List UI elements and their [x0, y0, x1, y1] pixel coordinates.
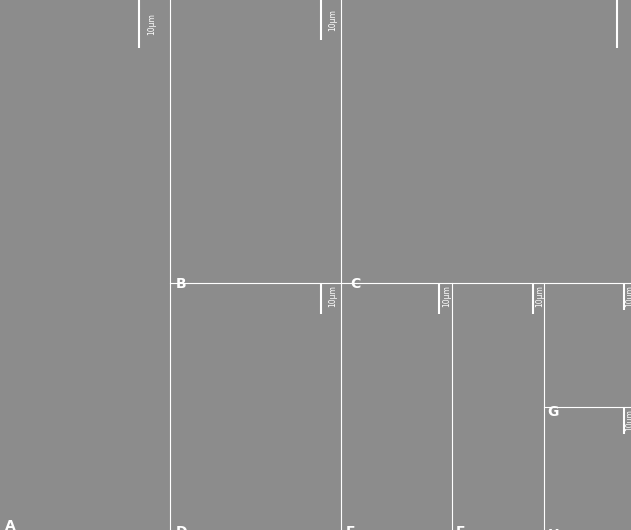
Text: F: F — [456, 525, 465, 530]
Text: 10μm: 10μm — [328, 9, 337, 31]
Text: 10μm: 10μm — [626, 285, 631, 307]
Text: 10μm: 10μm — [535, 285, 544, 307]
Text: B: B — [176, 277, 187, 292]
Text: E: E — [345, 525, 355, 530]
Text: H: H — [548, 527, 559, 530]
Text: C: C — [351, 277, 361, 292]
Text: G: G — [548, 404, 559, 419]
Text: 10μm: 10μm — [626, 409, 631, 431]
Text: 10μm: 10μm — [147, 13, 156, 35]
Text: 10μm: 10μm — [328, 285, 337, 307]
Text: D: D — [176, 525, 187, 530]
Text: 10μm: 10μm — [442, 285, 451, 307]
Text: A: A — [5, 519, 16, 530]
